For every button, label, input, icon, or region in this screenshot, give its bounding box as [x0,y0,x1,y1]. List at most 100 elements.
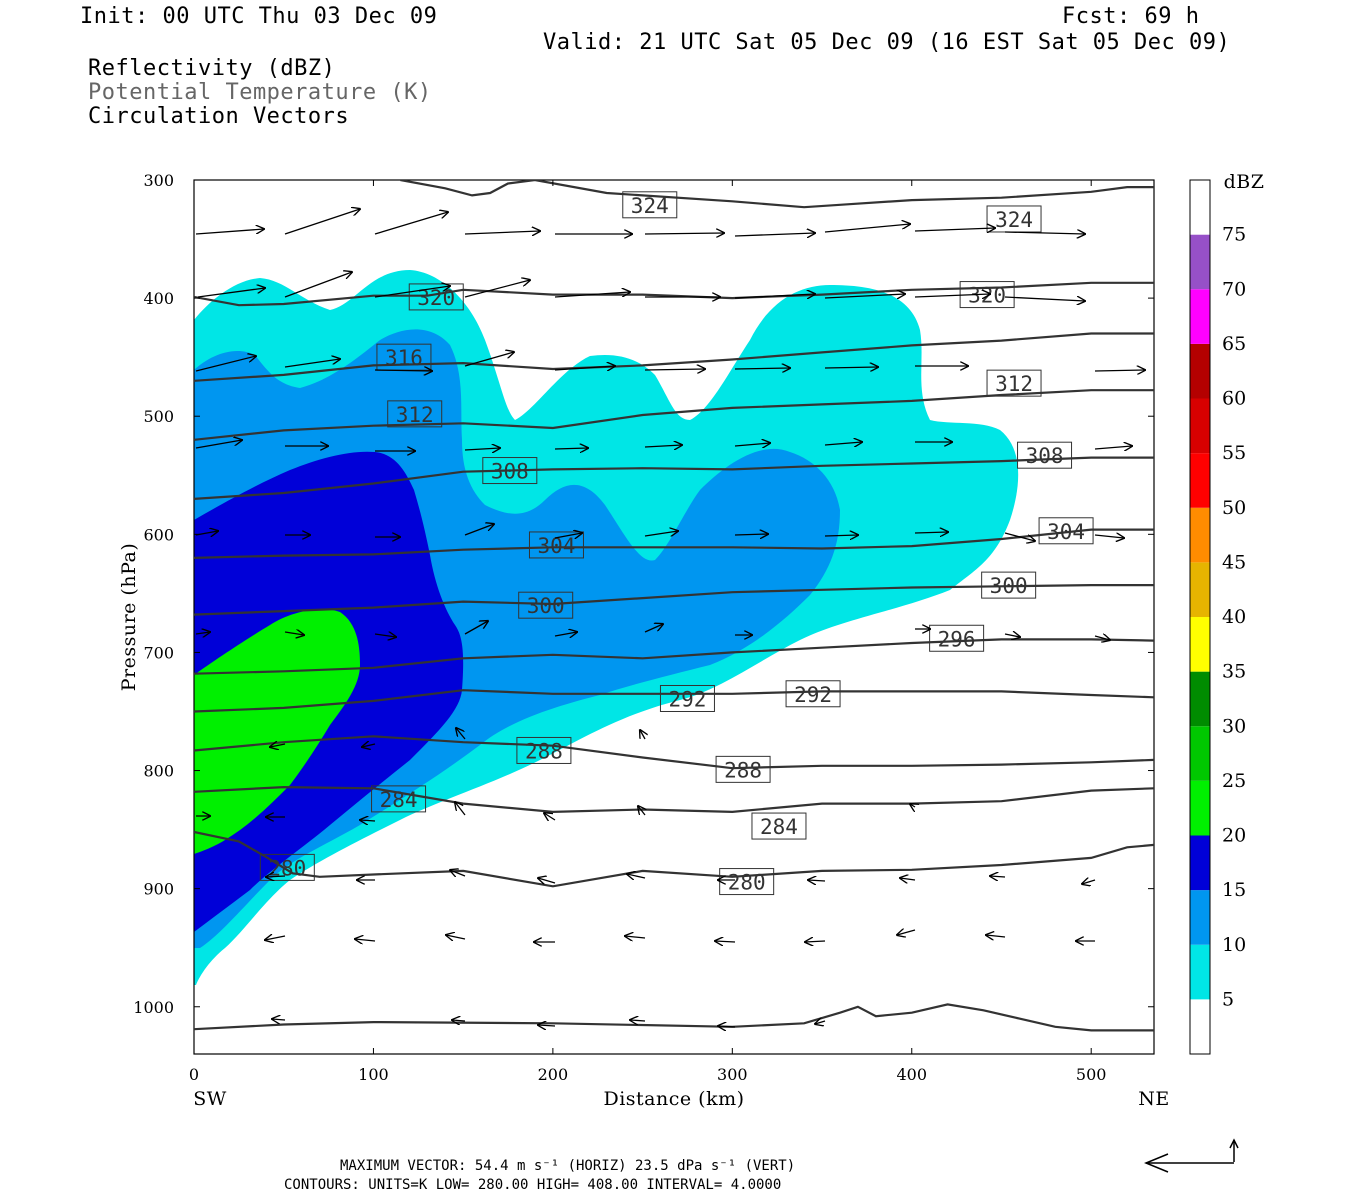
contour-label-box [518,591,574,619]
contour-label: 308 [1026,444,1064,468]
contour-label: 284 [380,788,418,812]
theta-contour-324 [400,180,1154,209]
y-tick-label: 400 [143,289,174,308]
contour-label: 296 [938,627,976,651]
contour-label: 288 [724,758,762,782]
y-tick-label: 1000 [133,998,174,1017]
colorbar-label: 65 [1222,333,1246,355]
colorbar-swatch [1190,944,1210,1000]
colorbar-swatch [1190,999,1210,1054]
colorbar-swatch [1190,562,1210,617]
x-tick-label: 100 [358,1065,389,1084]
colorbar-swatch [1190,780,1210,836]
contour-label: 320 [968,284,1006,308]
y-tick-label: 700 [143,643,174,662]
colorbar-swatch [1190,671,1210,727]
reference-vector-icon [1144,1138,1239,1173]
theta-contour-316 [194,332,1154,382]
colorbar-frame [1189,179,1211,1055]
colorbar-swatch [1190,890,1210,945]
theta-contour-312 [194,389,1154,441]
colorbar-swatch [1190,835,1210,891]
contour-label-box [259,853,315,881]
contour-label-box [528,531,584,559]
contour-label: 280 [728,871,766,895]
colorbar-label: 40 [1222,606,1246,628]
contour-label-box [408,283,464,311]
theta-contour-300 [194,583,1154,616]
contour-label-box [371,785,427,813]
colorbar-label: 20 [1222,825,1246,847]
y-axis-title: Pressure (hPa) [118,543,140,692]
theta-contour-308 [194,456,1154,500]
contour-label-box [751,812,807,840]
contour-label: 312 [995,372,1033,396]
y-tick-label: 900 [143,880,174,899]
colorbar-label: 35 [1222,661,1246,683]
colorbar-label: 15 [1222,879,1246,901]
contour-label: 300 [990,574,1028,598]
field-circulation-vectors: Circulation Vectors [88,104,350,129]
field-reflectivity: Reflectivity (dBZ) [88,56,336,81]
contour-label: 292 [794,683,832,707]
contour-label: 300 [527,594,565,618]
theta-contour-304 [194,528,1154,559]
colorbar-swatch [1190,180,1210,235]
plot-frame [193,179,1155,1055]
y-tick-label: 600 [143,525,174,544]
x-tick-label: 0 [189,1065,199,1084]
field-potential-temperature: Potential Temperature (K) [88,80,432,105]
colorbar-label: 55 [1222,442,1246,464]
contour-label-box [1038,517,1094,545]
theta-contour-280 [194,1003,1154,1032]
contour-label: 304 [1047,520,1085,544]
colorbar-label: 75 [1222,224,1246,246]
colorbar-swatch [1190,507,1210,563]
contour-label-box [387,400,443,428]
colorbar-swatch [1190,398,1210,454]
theta-contour-284 [194,785,1154,814]
contour-label: 292 [668,687,706,711]
contour-label-box [1017,441,1073,469]
contour-label: 312 [396,403,434,427]
contour-label-box [986,369,1042,397]
colorbar-swatch [1190,234,1210,290]
contour-label-box [715,755,771,783]
axes: 0 100 200 300 400 500 300 400 500 600 700 800 900 100… [133,171,1154,1084]
x-axis-title: Distance (km) [603,1088,744,1110]
x-tick-label: 400 [896,1065,927,1084]
x-tick-label: 300 [717,1065,748,1084]
theta-contour-280 [194,830,1154,888]
colorbar-swatch [1190,453,1210,508]
contour-label-box [981,571,1037,599]
colorbar-label: 25 [1222,770,1246,792]
contour-label: 284 [760,815,798,839]
sw-end-label: SW [193,1088,227,1110]
colorbar-swatch [1190,289,1210,344]
y-tick-label: 800 [143,762,174,781]
colorbar-label: 10 [1222,934,1246,956]
forecast-hour: Fcst: 69 h [1062,4,1200,29]
reflectivity-colorbar: 5 10 15 20 25 30 35 40 45 50 55 60 65 70 75 [1189,179,1246,1055]
contour-label-box [516,736,572,764]
reflectivity-fill [194,270,1019,985]
colorbar-label: 60 [1222,388,1246,410]
theta-contour-288 [194,735,1154,770]
y-tick-label: 500 [143,407,174,426]
contour-label: 288 [525,739,563,763]
colorbar-label: 50 [1222,497,1246,519]
colorbar-label: 30 [1222,715,1246,737]
colorbar-swatch [1190,726,1210,781]
contour-label: 316 [385,346,423,370]
colorbar-label: 45 [1222,551,1246,573]
contour-label-box [482,457,538,485]
maximum-vector-note: MAXIMUM VECTOR: 54.4 m s⁻¹ (HORIZ) 23.5 … [340,1158,796,1174]
contour-label-box [622,191,678,219]
x-tick-label: 500 [1076,1065,1107,1084]
contour-info-note: CONTOURS: UNITS=K LOW= 280.00 HIGH= 408.… [284,1177,782,1193]
contour-label: 324 [631,194,669,218]
contour-label: 308 [491,460,529,484]
ne-end-label: NE [1138,1088,1170,1110]
